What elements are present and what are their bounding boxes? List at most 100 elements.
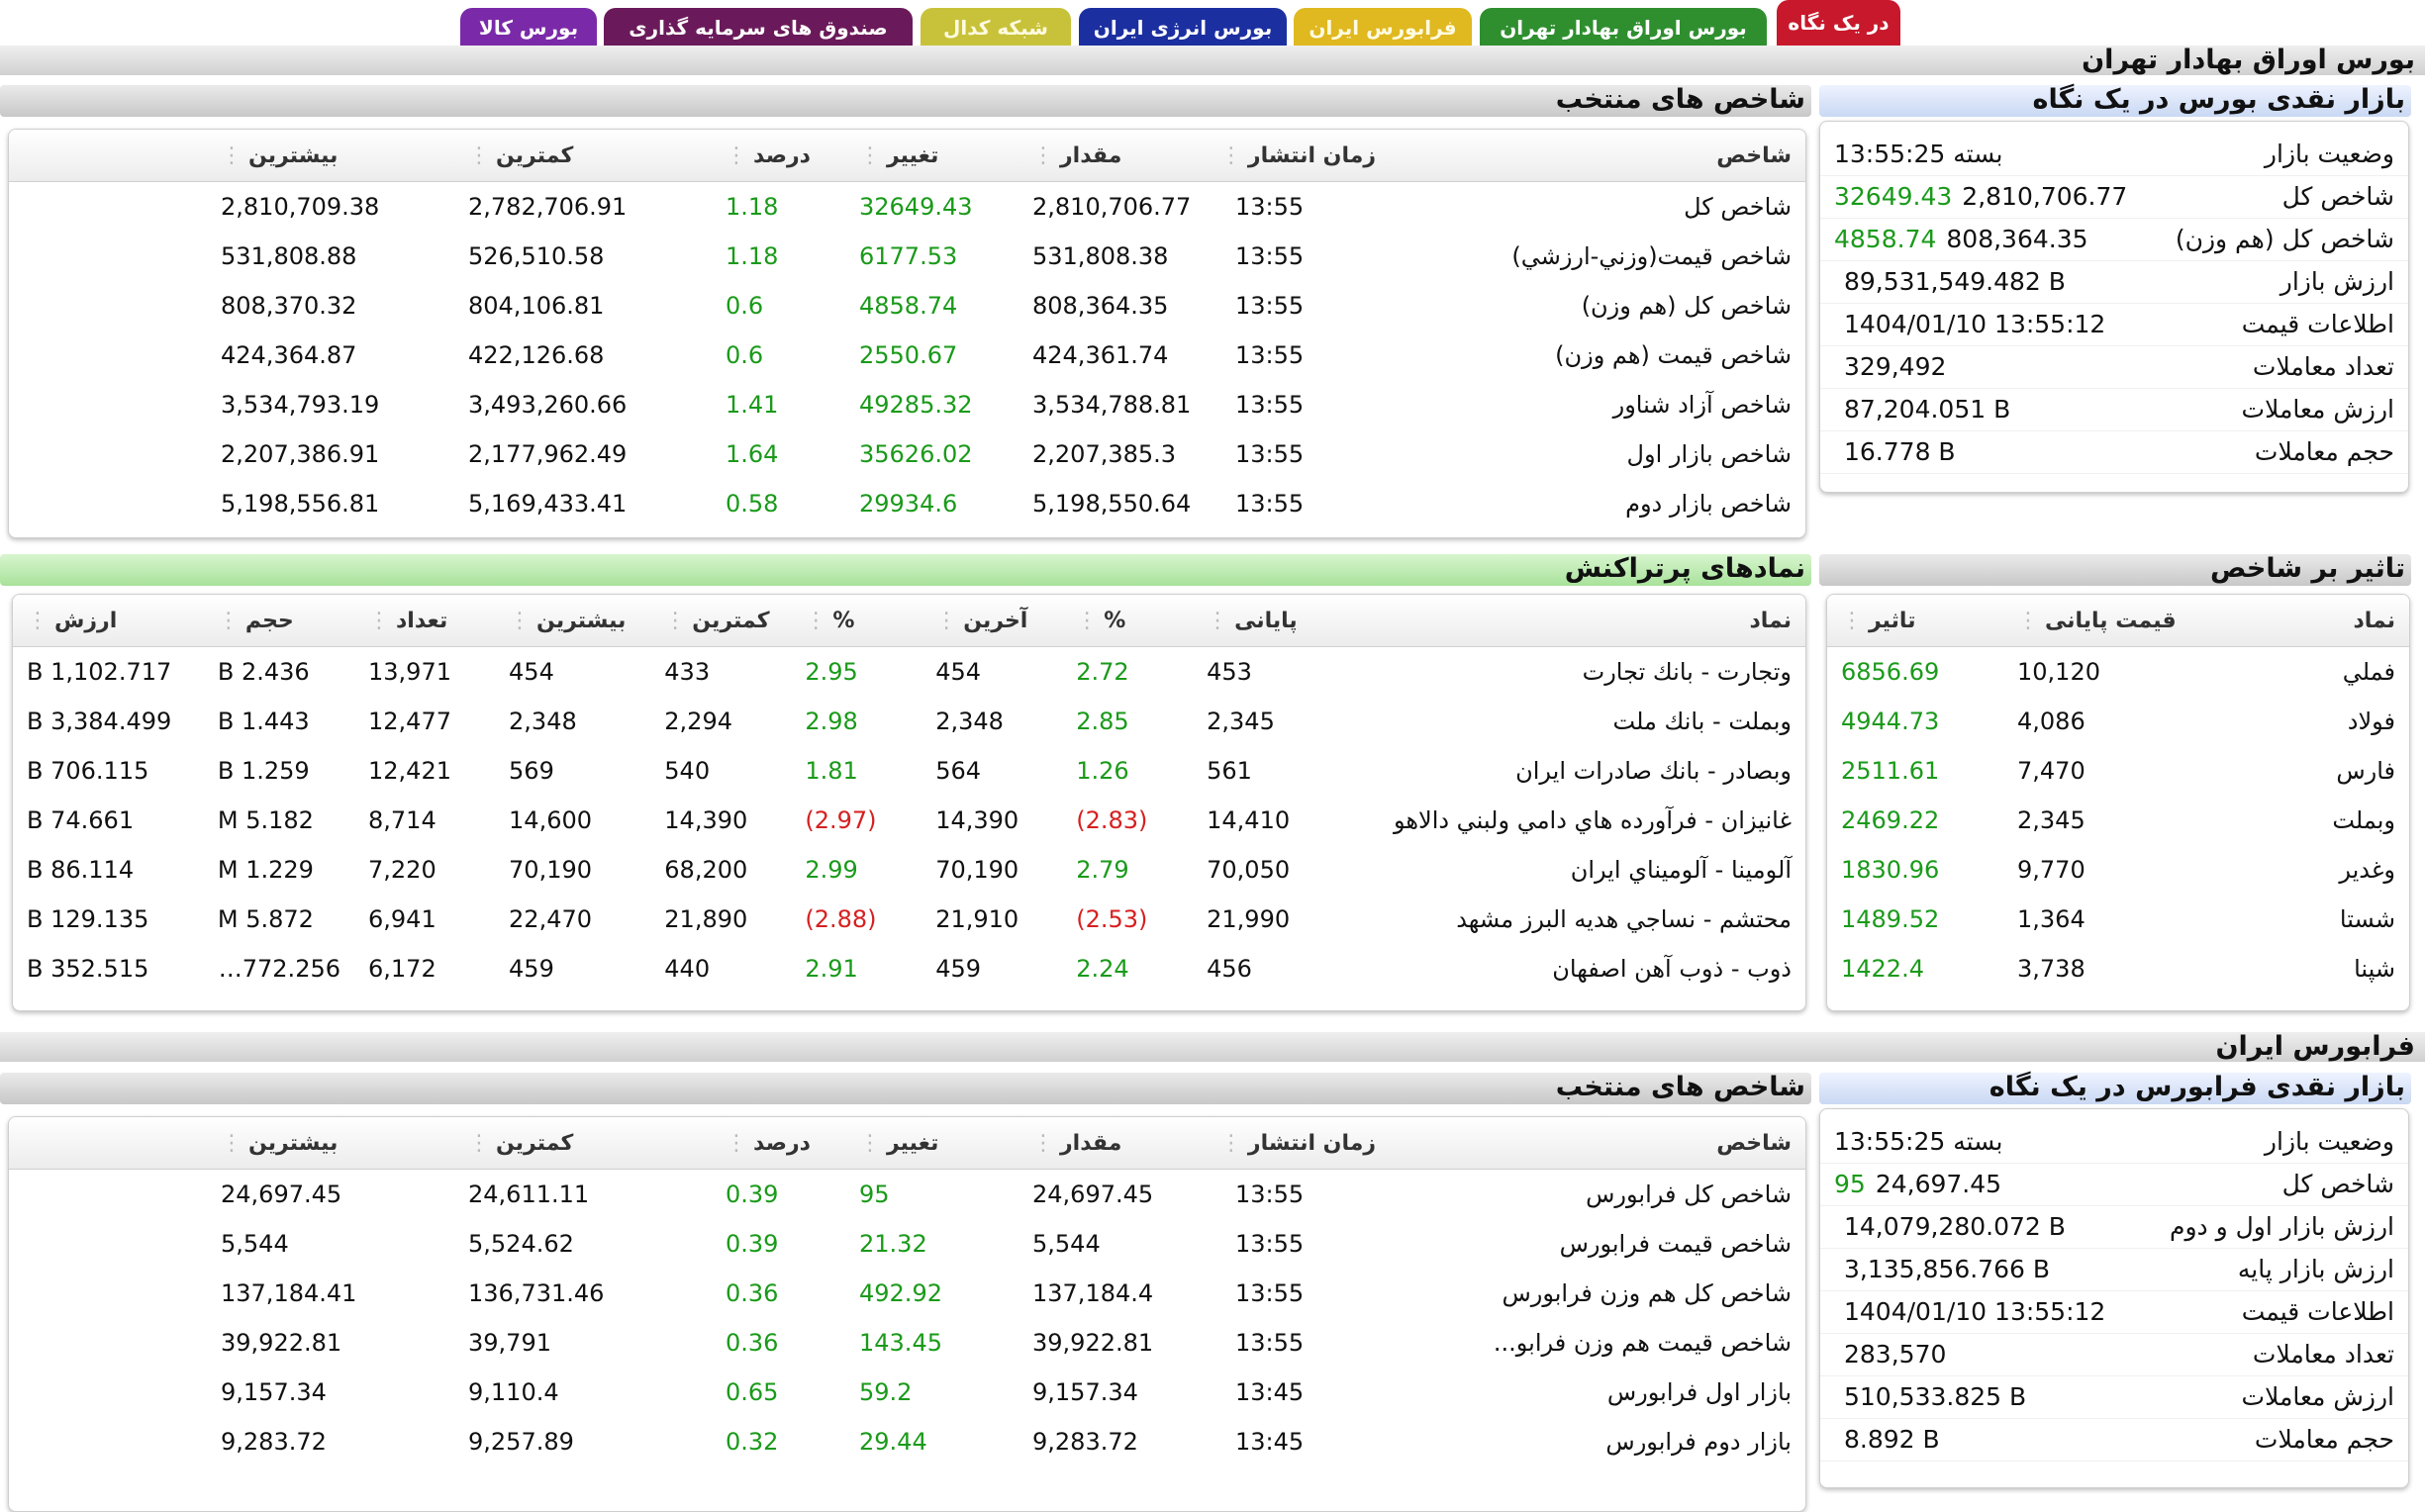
table-row[interactable]: شاخص كل هم وزن فرابورس 13:55 137,184.4 492.… — [9, 1269, 1805, 1318]
table-row[interactable]: شاخص بازار اول 13:55 2,207,385.3 35626.02 1.… — [9, 429, 1805, 479]
column-header[interactable]: تغییر⋮ — [845, 1117, 1018, 1170]
column-header-label: تعداد — [396, 608, 448, 633]
table-row[interactable]: شاخص بازار دوم 13:55 5,198,550.64 29934.6 0.… — [9, 479, 1805, 528]
table-row[interactable]: آلومينا - آلوميناي ايران 70,050 2.79 70,190… — [13, 845, 1805, 895]
column-header[interactable]: %⋮ — [1062, 595, 1194, 647]
table-row[interactable]: وغدير 9,770 1830.96 — [1827, 845, 2409, 895]
glance-value-cell: 1404/01/10 13:55:12 — [1820, 304, 2156, 345]
row-name[interactable]: وغدير — [2339, 856, 2395, 884]
row-name[interactable]: وبملت - بانك ملت — [1612, 708, 1792, 735]
table-row[interactable]: بازار دوم فرابورس 13:45 9,283.72 29.44 0.32 9… — [9, 1417, 1805, 1466]
table-row[interactable]: شاخص كل 13:55 2,810,706.77 32649.43 1.18 2,78… — [9, 182, 1805, 233]
cell-value: (2.97) — [805, 806, 877, 834]
table-row[interactable]: شاخص قيمت(وزني-ارزشي) 13:55 531,808.38 6177… — [9, 232, 1805, 281]
row-name[interactable]: شاخص قيمت (هم وزن) — [1555, 341, 1792, 369]
table-row[interactable]: غانيزان - فرآورده هاي دامي ولبني دالاهو 1… — [13, 796, 1805, 845]
column-header[interactable]: آخرین⋮ — [922, 595, 1063, 647]
row-name[interactable]: شاخص آزاد شناور — [1612, 391, 1792, 419]
row-name[interactable]: شاخص بازار اول — [1626, 440, 1792, 468]
row-name[interactable]: شاخص كل — [1684, 193, 1792, 221]
glance-value: 87,204.051 B — [1844, 395, 2011, 424]
table-row[interactable]: فولاد 4,086 4944.73 — [1827, 697, 2409, 746]
column-header[interactable]: درصد⋮ — [712, 1117, 845, 1170]
tab-1[interactable]: بورس اوراق بهادار تهران — [1480, 8, 1767, 46]
row-name[interactable]: فملي — [2342, 658, 2395, 686]
row-name[interactable]: شاخص بازار دوم — [1625, 490, 1792, 518]
table-row[interactable]: وتجارت - بانك تجارت 453 2.72 454 2.95 433 454 1… — [13, 647, 1805, 698]
column-header[interactable]: تاثیر⋮ — [1827, 595, 2003, 647]
column-header[interactable]: نماد — [1333, 595, 1805, 647]
row-name[interactable]: بازار دوم فرابورس — [1605, 1428, 1792, 1456]
row-name[interactable]: شاخص كل (هم وزن) — [1581, 292, 1792, 320]
table-row[interactable]: وبملت 2,345 2469.22 — [1827, 796, 2409, 845]
tab-2[interactable]: فرابورس ایران — [1294, 8, 1472, 46]
column-header[interactable]: نماد — [2211, 595, 2409, 647]
table-row[interactable]: فارس 7,470 2511.61 — [1827, 746, 2409, 796]
cell-value: 13:55 — [1235, 341, 1305, 369]
column-header[interactable]: پایانی⋮ — [1193, 595, 1334, 647]
cell-value: 13:55 — [1235, 1329, 1305, 1357]
row-name[interactable]: فولاد — [2347, 708, 2395, 735]
tab-0[interactable]: در یک نگاه — [1777, 0, 1900, 46]
tab-3[interactable]: بورس انرژی ایران — [1079, 8, 1287, 46]
glance-row: وضعیت بازار بسته 13:55:25 — [1820, 1121, 2408, 1164]
column-header[interactable]: درصد⋮ — [712, 130, 845, 182]
column-header[interactable]: تغییر⋮ — [845, 130, 1018, 182]
table-row[interactable]: فملي 10,120 6856.69 — [1827, 647, 2409, 698]
column-header[interactable]: مقدار⋮ — [1018, 1117, 1221, 1170]
table-row[interactable]: شاخص قيمت فرابورس 13:55 5,544 21.32 0.39 5,52… — [9, 1219, 1805, 1269]
row-name[interactable]: ذوب - ذوب آهن اصفهان — [1552, 955, 1792, 983]
table-row[interactable]: شاخص آزاد شناور 13:55 3,534,788.81 49285.32… — [9, 380, 1805, 429]
table-row[interactable]: شستا 1,364 1489.52 — [1827, 895, 2409, 944]
row-name[interactable]: فارس — [2336, 757, 2395, 785]
row-name[interactable]: شاخص قيمت هم وزن فرابو... — [1493, 1329, 1792, 1357]
table-row[interactable]: شپنا 3,738 1422.4 — [1827, 944, 2409, 993]
glance-value: 329,492 — [1844, 352, 1947, 381]
table-row[interactable]: بازار اول فرابورس 13:45 9,157.34 59.2 0.65 9,… — [9, 1368, 1805, 1417]
row-name[interactable]: شاخص قيمت(وزني-ارزشي) — [1511, 242, 1792, 270]
table-row[interactable]: شاخص كل (هم وزن) 13:55 808,364.35 4858.74 0.… — [9, 281, 1805, 331]
column-header[interactable]: زمان انتشار⋮ — [1221, 130, 1390, 182]
row-name[interactable]: وتجارت - بانك تجارت — [1582, 658, 1792, 686]
table-row[interactable]: شاخص كل فرابورس 13:55 24,697.45 95 0.39 24,61… — [9, 1170, 1805, 1220]
table-row[interactable]: وبصادر - بانك صادرات ايران 561 1.26 564 1.81… — [13, 746, 1805, 796]
column-header[interactable]: بیشترین⋮ — [495, 595, 651, 647]
row-name[interactable]: شپنا — [2354, 955, 2395, 983]
column-header[interactable]: قیمت پایانی⋮ — [2003, 595, 2211, 647]
column-header[interactable]: کمترین⋮ — [454, 1117, 712, 1170]
column-header[interactable]: ارزش⋮ — [13, 595, 204, 647]
column-header[interactable]: شاخص — [1390, 130, 1805, 182]
glance-row: ارزش بازار اول و دوم 14,079,280.072 B — [1820, 1206, 2408, 1249]
row-name[interactable]: شاخص كل فرابورس — [1586, 1181, 1792, 1208]
table-row[interactable]: شاخص قيمت (هم وزن) 13:55 424,361.74 2550.67… — [9, 331, 1805, 380]
cell-value: 1,364 — [2017, 905, 2086, 933]
row-name[interactable]: غانيزان - فرآورده هاي دامي ولبني دالاهو — [1393, 806, 1792, 834]
column-header[interactable]: کمترین⋮ — [650, 595, 792, 647]
table-row[interactable]: ذوب - ذوب آهن اصفهان 456 2.24 459 2.91 440 459… — [13, 944, 1805, 993]
cell-value: 14,600 — [509, 806, 593, 834]
column-header[interactable]: بیشترین⋮ — [207, 130, 454, 182]
column-header[interactable]: شاخص — [1390, 1117, 1805, 1170]
column-header[interactable]: مقدار⋮ — [1018, 130, 1221, 182]
row-name[interactable]: محتشم - نساجي هديه البرز مشهد — [1456, 905, 1792, 933]
glance-label: شاخص کل — [2281, 182, 2394, 211]
row-name[interactable]: وبملت — [2332, 806, 2395, 834]
row-name[interactable]: شستا — [2339, 905, 2395, 933]
table-row[interactable]: محتشم - نساجي هديه البرز مشهد 21,990 (2.53… — [13, 895, 1805, 944]
table-row[interactable]: شاخص قيمت هم وزن فرابو... 13:55 39,922.81 1… — [9, 1318, 1805, 1368]
table-row[interactable]: وبملت - بانك ملت 2,345 2.85 2,348 2.98 2,294 2… — [13, 697, 1805, 746]
row-name[interactable]: شاخص قيمت فرابورس — [1559, 1230, 1792, 1258]
row-name[interactable]: شاخص كل هم وزن فرابورس — [1502, 1279, 1792, 1307]
column-header[interactable]: تعداد⋮ — [354, 595, 496, 647]
row-name[interactable]: بازار اول فرابورس — [1606, 1378, 1792, 1406]
tab-4[interactable]: شبکه کدال — [921, 8, 1071, 46]
column-header[interactable]: حجم⋮ — [203, 595, 354, 647]
tab-5[interactable]: صندوق های سرمایه گذاری — [604, 8, 913, 46]
column-header[interactable]: %⋮ — [791, 595, 922, 647]
column-header[interactable]: بیشترین⋮ — [207, 1117, 454, 1170]
row-name[interactable]: آلومينا - آلوميناي ايران — [1570, 856, 1792, 884]
column-header[interactable]: زمان انتشار⋮ — [1221, 1117, 1390, 1170]
tab-6[interactable]: بورس کالا — [460, 8, 597, 46]
row-name[interactable]: وبصادر - بانك صادرات ايران — [1515, 757, 1792, 785]
column-header[interactable]: کمترین⋮ — [454, 130, 712, 182]
